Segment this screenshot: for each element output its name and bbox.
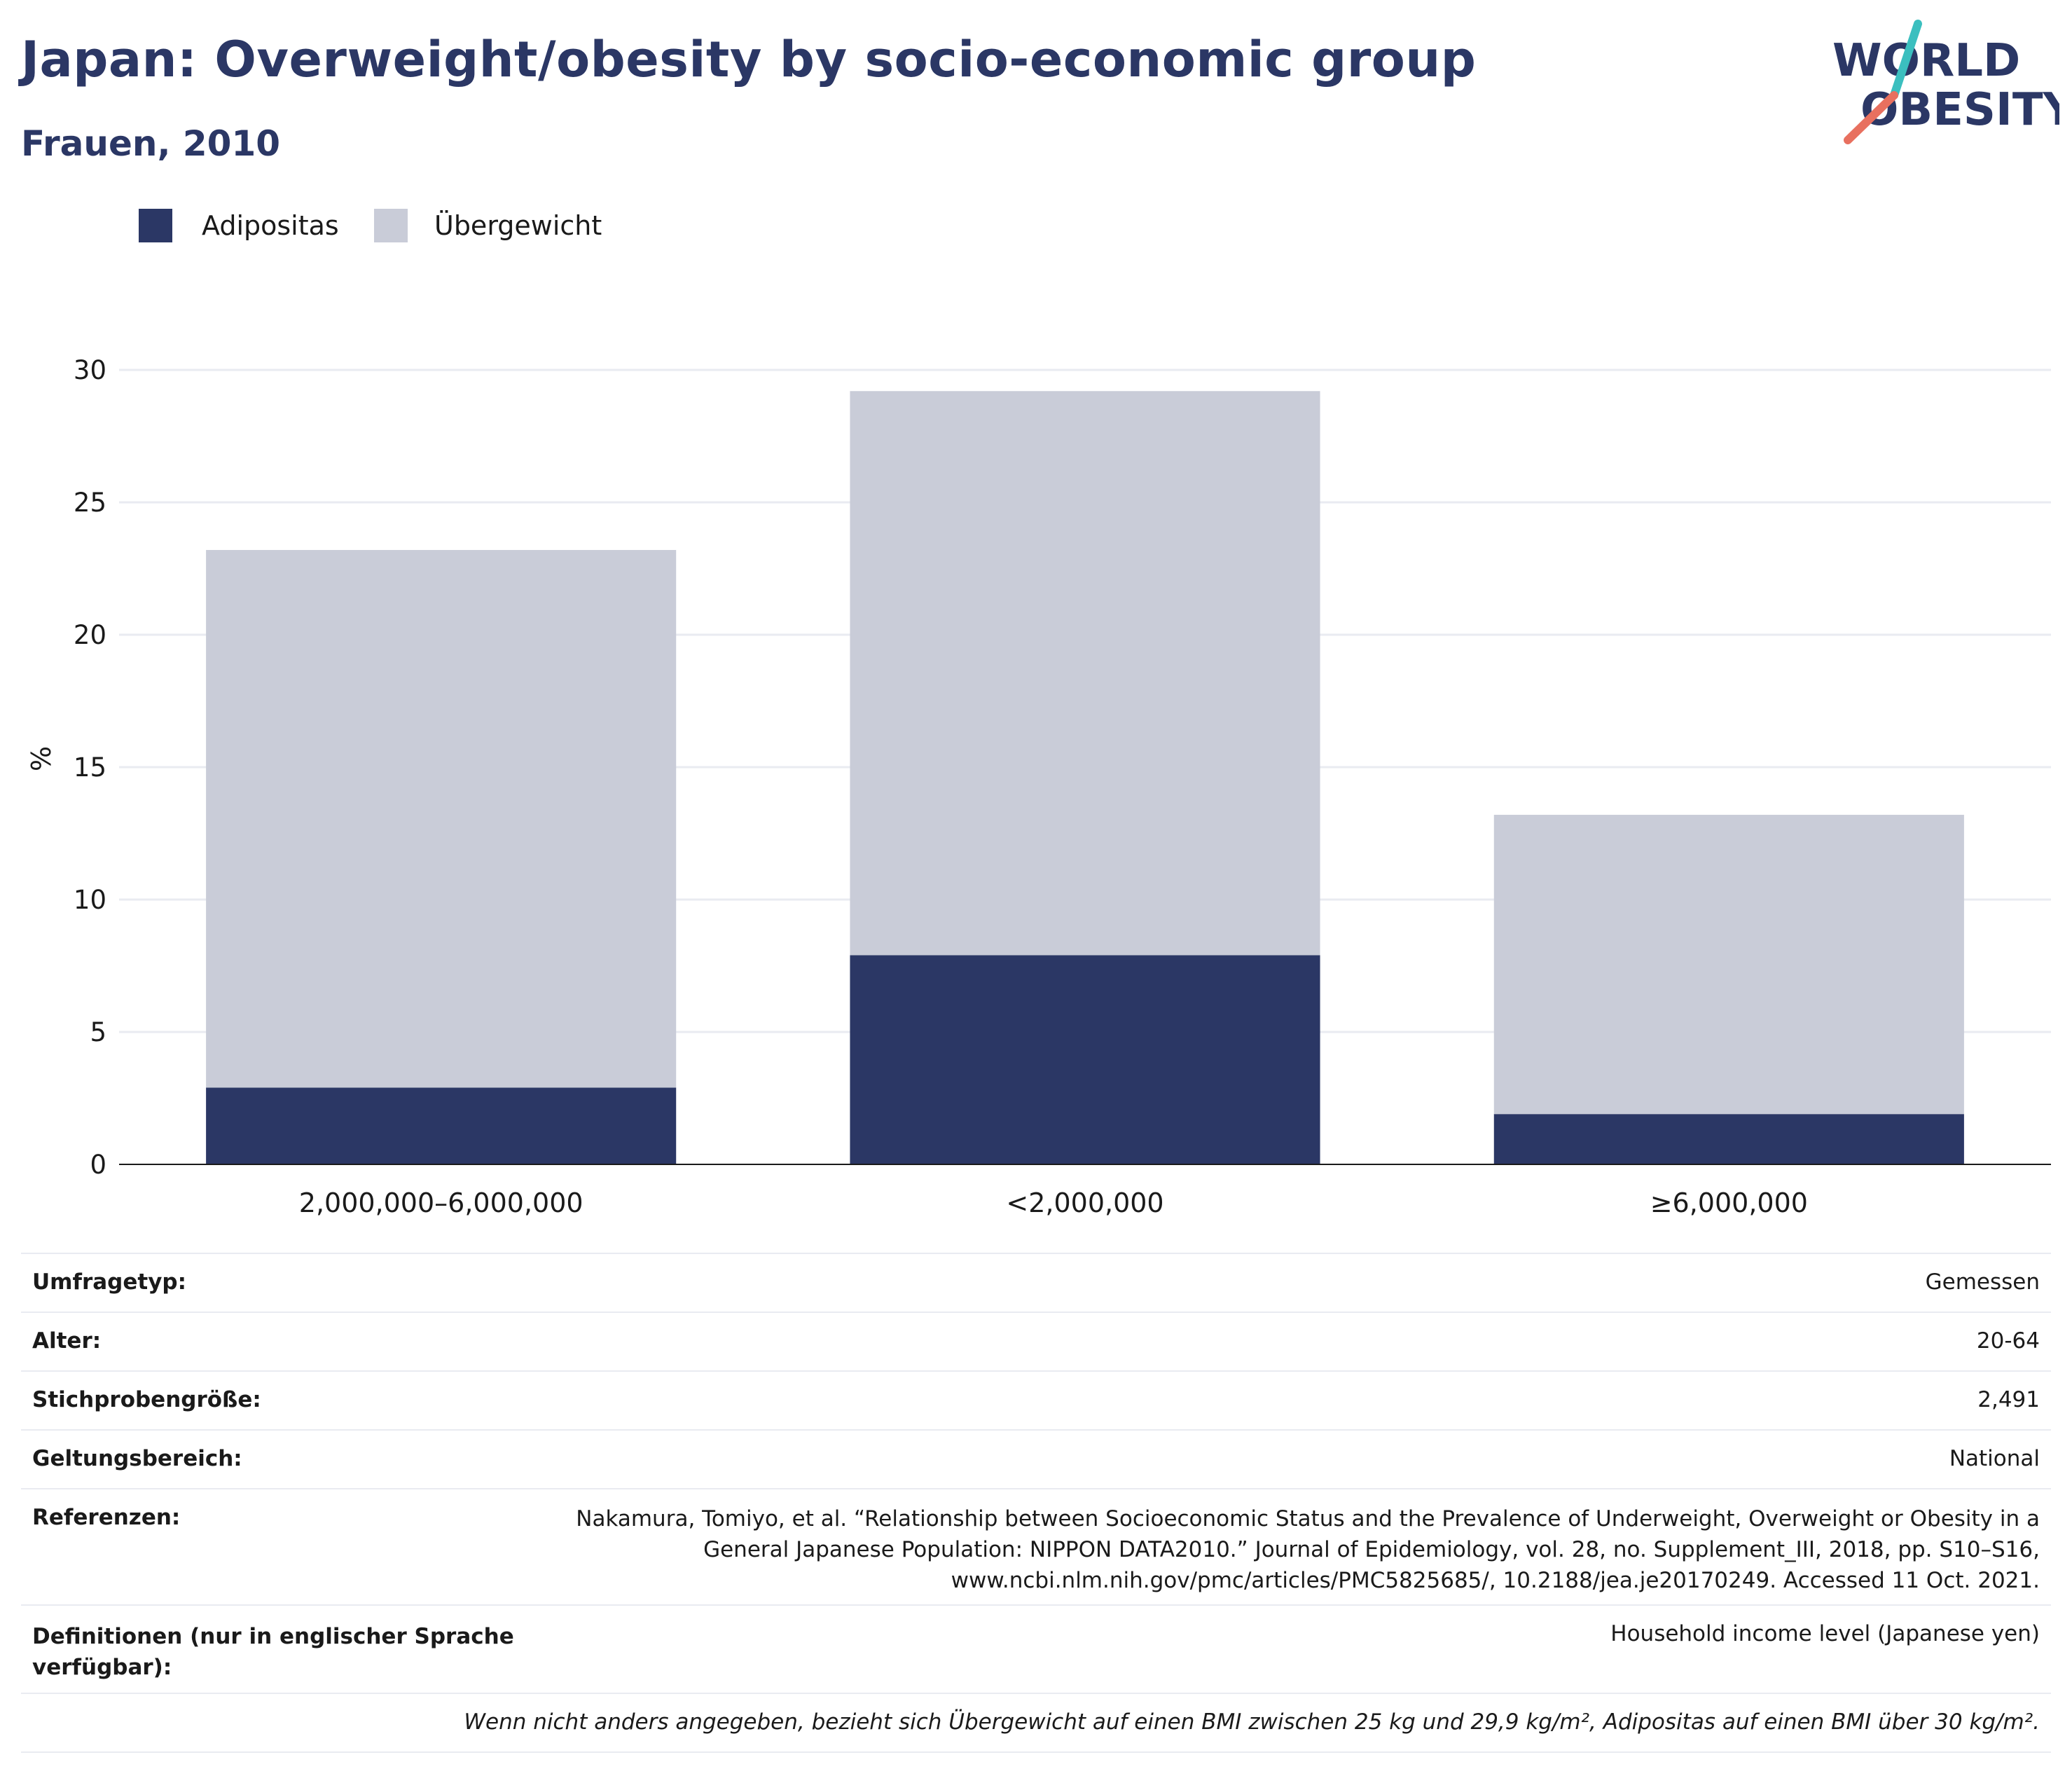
bar-obesity-1[interactable] xyxy=(206,1087,677,1164)
bmi-definition-note: Wenn nicht anders angegeben, bezieht sic… xyxy=(464,1709,2040,1735)
bar-obesity-2[interactable] xyxy=(850,955,1320,1164)
stacked-bar-chart: 0 5 10 15 20 25 30 % 2,000,000–6,000,000 <2,000… xyxy=(26,355,2051,1218)
info-row-references: Referenzen: Nakamura, Tomiyo, et al. “Re… xyxy=(21,1488,2051,1604)
logo-word-world: WORLD xyxy=(1832,35,2020,87)
logo-word-obesity: OBESITY xyxy=(1860,84,2059,136)
info-key-survey-type: Umfragetyp: xyxy=(32,1269,186,1295)
info-key-scope: Geltungsbereich: xyxy=(32,1446,242,1471)
chart-title: Japan: Overweight/obesity by socio-econo… xyxy=(21,31,1477,88)
legend-swatch-obesity xyxy=(139,209,172,242)
chart-subtitle: Frauen, 2010 xyxy=(21,123,281,164)
y-tick-label: 20 xyxy=(74,620,106,650)
world-obesity-logo: WORLD OBESITY xyxy=(1832,20,2059,144)
definitions-label-line: verfügbar): xyxy=(32,1655,172,1680)
info-value-survey-type: Gemessen xyxy=(1925,1269,2040,1295)
info-value-references: Nakamura, Tomiyo, et al. “Relationship b… xyxy=(569,1503,2040,1596)
bar-overweight-2[interactable] xyxy=(850,391,1320,956)
y-tick-label: 25 xyxy=(74,488,106,518)
info-value-age: 20-64 xyxy=(1976,1328,2040,1354)
info-key-definitions: Definitionen (nur in englischer Sprache … xyxy=(32,1621,523,1683)
reference-line: Nakamura, Tomiyo, et al. “Relationship b… xyxy=(576,1506,2040,1531)
y-axis-ticks: 0 5 10 15 20 25 30 xyxy=(74,355,106,1180)
legend-swatch-overweight xyxy=(374,209,408,242)
x-tick-label: ≥6,000,000 xyxy=(1650,1187,1808,1218)
info-row-note: Wenn nicht anders angegeben, bezieht sic… xyxy=(21,1693,2051,1753)
info-row-sample-size: Stichprobengröße: 2,491 xyxy=(21,1370,2051,1429)
bar-group xyxy=(206,391,1964,1164)
y-tick-label: 5 xyxy=(90,1017,106,1047)
bar-obesity-3[interactable] xyxy=(1493,1114,1964,1164)
info-value-scope: National xyxy=(1949,1446,2040,1471)
info-row-age: Alter: 20-64 xyxy=(21,1312,2051,1370)
bar-overweight-3[interactable] xyxy=(1493,815,1964,1115)
x-axis-ticks: 2,000,000–6,000,000 <2,000,000 ≥6,000,000 xyxy=(299,1187,1808,1218)
metadata-table: Umfragetyp: Gemessen Alter: 20-64 Stichp… xyxy=(21,1253,2051,1753)
info-value-sample-size: 2,491 xyxy=(1977,1387,2040,1412)
legend-label-overweight: Übergewicht xyxy=(434,210,602,241)
legend-label-obesity: Adipositas xyxy=(202,210,339,241)
logo-slash-teal xyxy=(1890,20,1922,99)
y-tick-label: 15 xyxy=(74,752,106,783)
logo-slash-coral xyxy=(1844,91,1898,144)
info-key-sample-size: Stichprobengröße: xyxy=(32,1387,261,1412)
bar-overweight-1[interactable] xyxy=(206,550,677,1088)
x-tick-label: <2,000,000 xyxy=(1006,1187,1163,1218)
y-tick-label: 30 xyxy=(74,355,106,385)
y-tick-label: 10 xyxy=(74,885,106,915)
info-key-references: Referenzen: xyxy=(32,1505,181,1530)
definitions-label-line: Definitionen (nur in englischer Sprache xyxy=(32,1624,514,1649)
info-row-definitions: Definitionen (nur in englischer Sprache … xyxy=(21,1604,2051,1693)
info-value-definitions: Household income level (Japanese yen) xyxy=(1610,1621,2040,1646)
info-row-survey-type: Umfragetyp: Gemessen xyxy=(21,1253,2051,1312)
info-row-scope: Geltungsbereich: National xyxy=(21,1429,2051,1488)
reference-line: General Japanese Population: NIPPON DATA… xyxy=(703,1537,2040,1562)
reference-link[interactable]: www.ncbi.nlm.nih.gov/pmc/articles/PMC582… xyxy=(951,1568,2040,1593)
y-axis-label: % xyxy=(26,746,57,771)
y-tick-label: 0 xyxy=(90,1150,106,1180)
x-tick-label: 2,000,000–6,000,000 xyxy=(299,1187,583,1218)
info-key-age: Alter: xyxy=(32,1328,102,1354)
